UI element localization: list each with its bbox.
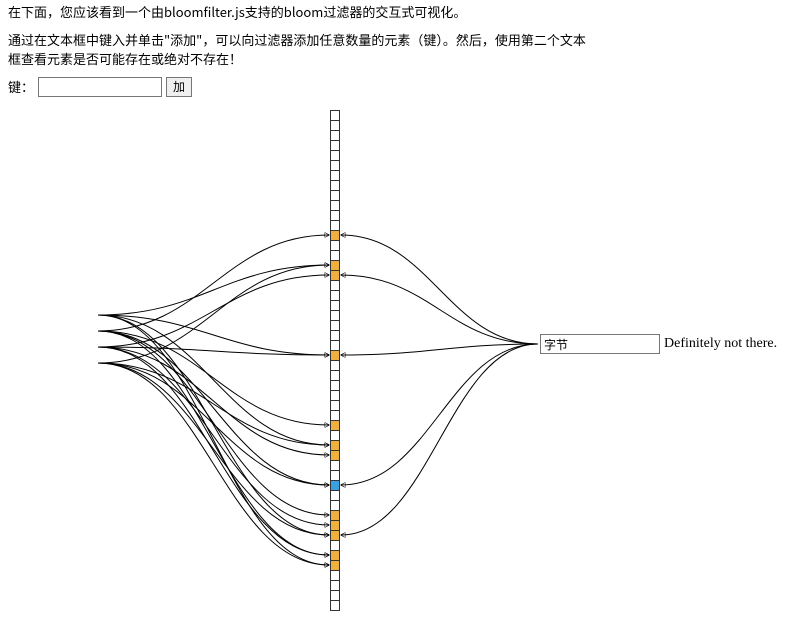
hash-edge	[98, 275, 329, 347]
hash-edge	[98, 363, 329, 535]
hash-edge	[98, 315, 329, 355]
bit-cell	[330, 600, 340, 611]
hash-edge	[98, 331, 329, 555]
key-input[interactable]	[38, 77, 162, 97]
check-edge	[341, 344, 538, 485]
hash-edge	[98, 347, 329, 555]
check-input[interactable]	[540, 334, 660, 354]
hash-edge	[98, 331, 329, 515]
bit-array	[330, 110, 340, 610]
check-result: Definitely not there.	[664, 336, 777, 352]
check-edge	[341, 275, 538, 344]
hash-edge	[98, 315, 329, 565]
hash-edge	[98, 315, 329, 535]
hash-edge	[98, 347, 329, 455]
intro-line-1: 在下面，您应该看到一个由bloomfilter.js支持的bloom过滤器的交互…	[8, 2, 792, 22]
check-edge	[341, 344, 538, 355]
check-edge	[341, 235, 538, 344]
hash-edge	[98, 347, 329, 355]
hash-edge	[98, 331, 329, 425]
intro-line-2b: 框查看元素是否可能存在或绝对不存在！	[8, 49, 242, 68]
hash-edge	[98, 265, 329, 315]
check-edge	[341, 344, 538, 535]
hash-edge	[98, 347, 329, 525]
hash-edge	[98, 363, 329, 565]
intro-line-2: 通过在文本框中键入并单击"添加"，可以向过滤器添加任意数量的元素（键）。然后，使…	[8, 30, 792, 69]
hash-edge	[98, 363, 329, 485]
intro-line-2a: 通过在文本框中键入并单击"添加"，可以向过滤器添加任意数量的元素（键）。然后，使…	[8, 30, 586, 49]
hash-edge	[98, 363, 329, 445]
hash-edge	[98, 235, 329, 331]
hash-edge	[98, 331, 329, 485]
key-input-label: 键：	[8, 77, 34, 96]
hash-edge	[98, 265, 329, 363]
add-button[interactable]: 加	[166, 77, 192, 97]
hash-edge	[98, 315, 329, 445]
